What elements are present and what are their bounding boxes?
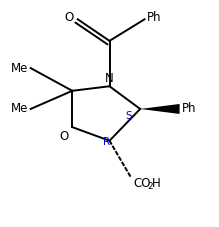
Text: Ph: Ph <box>147 10 161 24</box>
Text: Me: Me <box>11 102 28 116</box>
Text: CO: CO <box>134 177 151 190</box>
Polygon shape <box>140 104 180 114</box>
Text: R: R <box>103 137 111 147</box>
Text: S: S <box>125 111 132 121</box>
Text: N: N <box>105 72 114 85</box>
Text: H: H <box>152 177 161 190</box>
Text: O: O <box>59 130 68 143</box>
Text: Ph: Ph <box>182 102 196 116</box>
Text: O: O <box>64 10 73 24</box>
Text: Me: Me <box>11 62 28 75</box>
Text: 2: 2 <box>147 182 153 191</box>
